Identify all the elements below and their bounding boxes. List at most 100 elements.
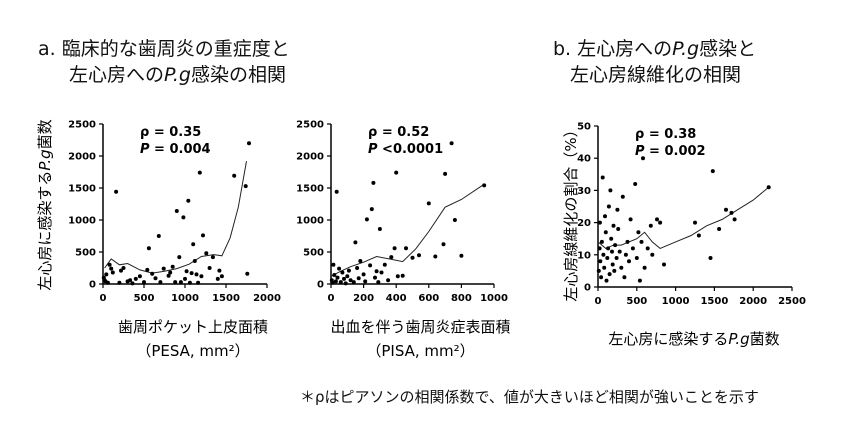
pesa-data-point [245, 271, 250, 276]
pisa-data-point [394, 170, 399, 175]
pisa-data-point [364, 217, 369, 222]
pesa-x-label-line2: （PESA, mm²） [136, 342, 249, 360]
pesa-x-tick-label: 2000 [253, 293, 281, 304]
pesa-data-point [196, 280, 201, 285]
fibrosis-stat-rho: ρ = 0.38 [635, 127, 696, 142]
fibrosis-data-point [606, 246, 611, 251]
pisa-data-point [374, 269, 379, 274]
pisa-y-tick-label: 500 [303, 248, 324, 259]
pisa-data-point [417, 253, 421, 258]
fibrosis-y-tick-label: 50 [577, 122, 591, 133]
pisa-stat-p: P <0.0001 [368, 142, 443, 157]
pisa-trend-line [330, 183, 485, 277]
pisa-data-point [348, 278, 353, 283]
pesa-data-point [161, 266, 166, 271]
fibrosis-data-point [710, 169, 715, 174]
fibrosis-data-point [693, 220, 697, 225]
pesa-data-point [109, 266, 114, 271]
pisa-data-point [342, 276, 346, 281]
fibrosis-data-point [613, 243, 618, 248]
pisa-x-tick-label: 0 [328, 293, 335, 304]
fibrosis-y-tick-label: 10 [577, 250, 591, 261]
panel-a-title: a. 臨床的な歯周炎の重症度と 左心房へのP.g感染の相関 [38, 36, 290, 88]
pesa-data-point [215, 276, 220, 281]
pesa-x-tick-label: 1500 [212, 293, 240, 304]
pisa-data-point [404, 246, 408, 251]
fibrosis-data-point [633, 182, 638, 186]
pesa-data-point [187, 280, 192, 285]
fibrosis-data-point [610, 249, 614, 254]
fibrosis-data-point [630, 246, 635, 251]
fibrosis-data-point [607, 272, 612, 277]
fibrosis-data-point [614, 256, 619, 260]
pesa-data-point [219, 274, 224, 279]
pesa-data-point [150, 271, 155, 276]
fibrosis-data-point [766, 185, 771, 190]
pesa-data-point [232, 173, 237, 178]
pesa-y-tick-label: 0 [89, 280, 96, 291]
pisa-data-point [331, 262, 336, 267]
pisa-data-point [379, 270, 384, 275]
fibrosis-data-point [658, 220, 663, 225]
pesa-data-point [119, 268, 123, 273]
fibrosis-data-point [634, 256, 639, 260]
pesa-y-tick-label: 1000 [68, 216, 96, 227]
pisa-data-point [330, 280, 335, 285]
fibrosis-data-point [708, 256, 713, 260]
pisa-x-tick-label: 800 [451, 293, 472, 304]
pisa-data-point [377, 227, 382, 231]
pesa-data-point [130, 281, 135, 286]
fibrosis-data-point [639, 239, 644, 244]
pesa-data-point [243, 184, 248, 189]
pisa-data-point [332, 273, 337, 277]
pisa-data-point [452, 218, 457, 222]
pesa-data-point [197, 170, 202, 175]
fibrosis-data-point [620, 194, 625, 199]
fibrosis-data-point [641, 156, 645, 161]
pisa-data-point [392, 246, 397, 251]
fibrosis-data-point [724, 207, 728, 212]
pesa-data-point [117, 280, 122, 285]
pesa-trend-line [104, 161, 247, 274]
fibrosis-data-point [615, 207, 620, 212]
fibrosis-data-point [608, 188, 613, 193]
pisa-data-point [340, 270, 345, 275]
fibrosis-data-point [600, 175, 605, 180]
pesa-stat-p: P = 0.004 [140, 142, 211, 157]
fibrosis-stat-p: P = 0.002 [635, 144, 706, 159]
fibrosis-x-tick-label: 0 [595, 296, 602, 307]
fibrosis-x-tick-label: 2500 [778, 296, 806, 307]
pisa-data-point [345, 274, 350, 279]
pisa-data-point [338, 280, 343, 285]
pesa-data-point [107, 262, 112, 267]
pisa-data-point [335, 275, 340, 280]
pisa-x-tick-label: 1000 [480, 293, 508, 304]
pesa-data-point [178, 280, 183, 285]
pisa-data-point [441, 242, 446, 247]
fibrosis-data-point [717, 227, 722, 231]
fibrosis-data-point [628, 217, 633, 222]
pesa-data-point [137, 274, 142, 279]
fibrosis-y-label: 左心房線維化の割合（%） [562, 122, 580, 301]
fibrosis-data-point [648, 223, 653, 228]
fibrosis-data-point [619, 265, 624, 270]
pesa-data-point [133, 276, 138, 281]
pisa-data-point [389, 255, 394, 260]
pisa-data-point [363, 279, 368, 284]
pisa-data-point [369, 207, 374, 212]
pesa-data-point [194, 272, 199, 277]
pisa-data-point [368, 263, 373, 268]
panel-b-title-line2: 左心房線維化の相関 [570, 64, 742, 86]
pesa-data-point [177, 255, 182, 260]
fibrosis-data-point [650, 252, 655, 257]
pisa-data-point [443, 171, 448, 176]
fibrosis-data-point [599, 275, 604, 280]
panel-a-title-line2: 左心房へのP.g感染の相関 [69, 64, 286, 86]
pisa-data-point [459, 253, 464, 258]
pesa-data-point [174, 209, 179, 213]
panel-a-title-line1: a. 臨床的な歯周炎の重症度と [38, 38, 290, 60]
fibrosis-data-point [598, 259, 603, 264]
pisa-x-label-line1: 出血を伴う歯周炎症表面積 [330, 318, 510, 336]
pisa-stat-rho: ρ = 0.52 [368, 125, 429, 140]
pisa-data-point [376, 280, 381, 285]
